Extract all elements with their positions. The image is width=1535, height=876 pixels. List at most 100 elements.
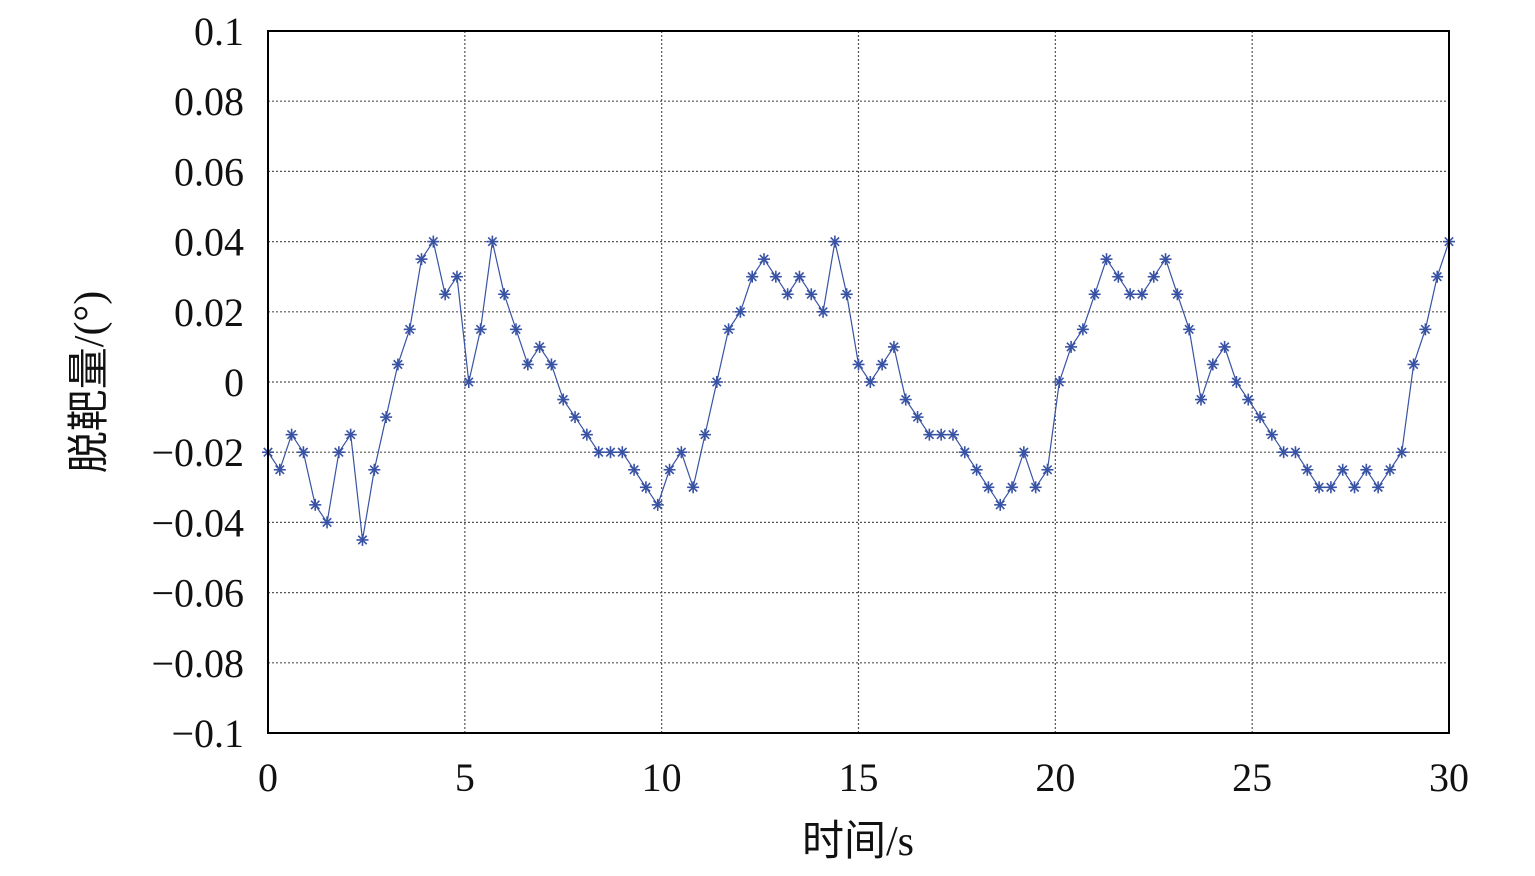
data-point bbox=[1336, 463, 1349, 476]
data-point bbox=[722, 323, 735, 336]
data-point bbox=[391, 358, 404, 371]
data-point bbox=[1383, 463, 1396, 476]
data-point bbox=[887, 340, 900, 353]
y-tick-label: 0.1 bbox=[194, 9, 244, 54]
data-point bbox=[1206, 358, 1219, 371]
data-point bbox=[1289, 446, 1302, 459]
data-point bbox=[380, 411, 393, 424]
data-point bbox=[687, 481, 700, 494]
data-point bbox=[1301, 463, 1314, 476]
y-tick-label: −0.04 bbox=[151, 500, 244, 545]
x-axis-label: 时间/s bbox=[802, 819, 914, 865]
data-point bbox=[793, 270, 806, 283]
data-point bbox=[1407, 358, 1420, 371]
x-tick-label: 5 bbox=[455, 755, 475, 800]
grid bbox=[268, 31, 1449, 733]
data-point bbox=[994, 498, 1007, 511]
data-point bbox=[427, 235, 440, 248]
data-point bbox=[1029, 481, 1042, 494]
data-point bbox=[1218, 340, 1231, 353]
data-point bbox=[911, 411, 924, 424]
data-point bbox=[1324, 481, 1337, 494]
data-point bbox=[1053, 376, 1066, 388]
data-point bbox=[450, 270, 463, 283]
data-point bbox=[344, 428, 357, 441]
data-point bbox=[403, 323, 416, 336]
data-point bbox=[1277, 446, 1290, 459]
data-point bbox=[840, 288, 853, 301]
data-point bbox=[580, 428, 593, 441]
data-point bbox=[675, 446, 688, 459]
data-point bbox=[474, 323, 487, 336]
data-point bbox=[285, 428, 298, 441]
data-point bbox=[309, 498, 322, 511]
data-point bbox=[876, 358, 889, 371]
data-point bbox=[616, 446, 629, 459]
data-point bbox=[1159, 253, 1172, 266]
data-point bbox=[592, 446, 605, 459]
data-point bbox=[805, 288, 818, 301]
data-point bbox=[746, 270, 759, 283]
data-point bbox=[1124, 288, 1137, 301]
data-point bbox=[864, 376, 877, 388]
data-point bbox=[1135, 288, 1148, 301]
data-point bbox=[510, 323, 523, 336]
y-tick-label: 0.02 bbox=[174, 290, 244, 335]
y-tick-label: −0.06 bbox=[151, 571, 244, 616]
data-point bbox=[1041, 463, 1054, 476]
x-tick-label: 10 bbox=[642, 755, 682, 800]
x-axis-ticks: 0 5 10 15 20 25 30 bbox=[258, 755, 1469, 800]
data-point bbox=[368, 463, 381, 476]
data-point bbox=[1100, 253, 1113, 266]
data-point bbox=[569, 411, 582, 424]
data-point bbox=[321, 516, 334, 529]
data-point bbox=[1183, 323, 1196, 336]
data-point bbox=[415, 253, 428, 266]
data-point bbox=[557, 393, 570, 406]
data-point bbox=[1313, 481, 1326, 494]
y-tick-label: 0.06 bbox=[174, 149, 244, 194]
data-point bbox=[852, 358, 865, 371]
data-point bbox=[1395, 446, 1408, 459]
data-point bbox=[1230, 376, 1243, 388]
y-axis-ticks: 0.1 0.08 0.06 0.04 0.02 0 −0.02 −0.04 −0.06 −0.08… bbox=[151, 9, 244, 756]
data-point bbox=[651, 498, 664, 511]
y-tick-label: 0 bbox=[224, 360, 244, 405]
y-tick-label: −0.02 bbox=[151, 430, 244, 475]
data-point bbox=[462, 376, 475, 388]
data-point bbox=[533, 340, 546, 353]
data-point bbox=[1419, 323, 1432, 336]
data-point bbox=[498, 288, 511, 301]
y-tick-label: −0.1 bbox=[171, 711, 244, 756]
data-point bbox=[734, 305, 747, 318]
data-point bbox=[946, 428, 959, 441]
data-point bbox=[1147, 270, 1160, 283]
data-point bbox=[817, 305, 830, 318]
data-point bbox=[769, 270, 782, 283]
data-point bbox=[1348, 481, 1361, 494]
data-point bbox=[663, 463, 676, 476]
data-point bbox=[273, 463, 286, 476]
x-tick-label: 15 bbox=[839, 755, 879, 800]
data-point bbox=[545, 358, 558, 371]
data-point bbox=[958, 446, 971, 459]
data-point bbox=[1171, 288, 1184, 301]
x-tick-label: 0 bbox=[258, 755, 278, 800]
y-tick-label: 0.08 bbox=[174, 79, 244, 124]
data-point bbox=[710, 376, 723, 388]
data-point bbox=[604, 446, 617, 459]
data-point bbox=[1006, 481, 1019, 494]
data-point bbox=[758, 253, 771, 266]
data-point bbox=[521, 358, 534, 371]
data-point bbox=[439, 288, 452, 301]
y-tick-label: −0.08 bbox=[151, 641, 244, 686]
data-point bbox=[356, 533, 369, 546]
data-point bbox=[1076, 323, 1089, 336]
data-point bbox=[1265, 428, 1278, 441]
data-point bbox=[639, 481, 652, 494]
data-point bbox=[1360, 463, 1373, 476]
x-tick-label: 30 bbox=[1429, 755, 1469, 800]
data-point bbox=[698, 428, 711, 441]
data-point bbox=[923, 428, 936, 441]
y-tick-label: 0.04 bbox=[174, 220, 244, 265]
